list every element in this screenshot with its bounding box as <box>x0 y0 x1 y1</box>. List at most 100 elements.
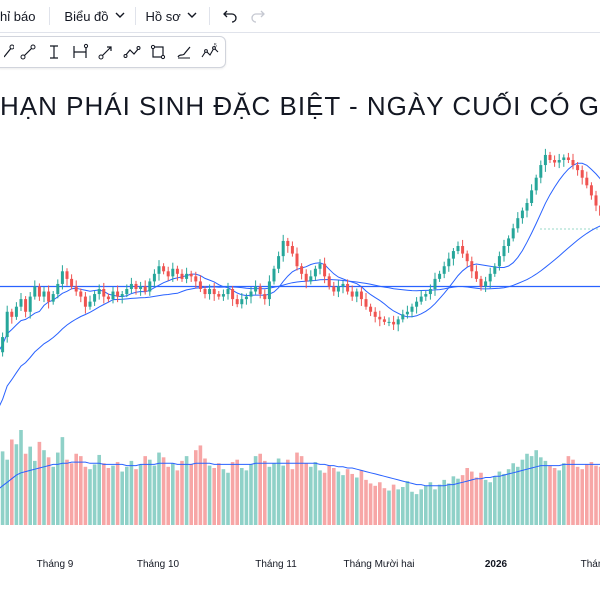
candle-body <box>148 281 152 292</box>
volume-bar <box>598 466 600 525</box>
candle-body <box>387 321 391 323</box>
volume-bar <box>401 487 405 525</box>
volume-bar <box>272 463 276 525</box>
volume-bar <box>520 459 525 525</box>
undo-button[interactable] <box>216 2 244 30</box>
candle-body <box>295 253 299 267</box>
volume-bar <box>313 462 318 525</box>
volume-bar <box>65 459 69 525</box>
vertical-line-tool[interactable] <box>41 39 67 65</box>
candle-body <box>461 246 465 254</box>
arrow-tool[interactable] <box>93 39 119 65</box>
brush-tool[interactable] <box>171 39 197 65</box>
candle-body <box>194 276 198 282</box>
volume-bar <box>470 471 474 525</box>
volume-bar <box>299 456 304 525</box>
candle-body <box>511 228 515 239</box>
candle-body <box>304 273 308 282</box>
candle-body <box>548 154 552 160</box>
candle-body <box>327 276 331 287</box>
volume-bar <box>5 459 9 525</box>
text-cursor-icon <box>50 45 58 59</box>
candle-body <box>332 286 336 292</box>
volume-bar <box>548 465 552 525</box>
candle-body <box>530 190 534 203</box>
volume-bar <box>506 469 511 525</box>
range-tool[interactable] <box>67 39 93 65</box>
volume-bar <box>345 469 350 525</box>
volume-bar <box>180 460 184 525</box>
volume-bar <box>23 453 28 525</box>
candle-body <box>281 240 285 257</box>
volume-bar <box>396 489 400 525</box>
candle-body <box>470 261 474 272</box>
candle-body <box>51 294 55 302</box>
volume-bar <box>230 462 235 525</box>
volume-bar <box>456 478 460 525</box>
volume-bar <box>410 491 414 525</box>
volume-bar <box>336 471 341 525</box>
volume-bar <box>198 445 203 525</box>
volume-bar <box>189 464 193 525</box>
path-tool[interactable] <box>119 39 145 65</box>
volume-bar <box>497 471 502 525</box>
ray-tool[interactable] <box>15 39 41 65</box>
trend-line-tool[interactable] <box>3 39 15 65</box>
volume-bar <box>120 471 124 525</box>
volume-bar <box>217 463 221 525</box>
volume-bar <box>529 456 534 525</box>
volume-bar <box>414 494 419 525</box>
volume-bar <box>166 466 170 525</box>
price-chart[interactable] <box>0 130 600 555</box>
candle-body <box>240 299 244 305</box>
rectangle-tool[interactable] <box>145 39 171 65</box>
profile-menu-button[interactable]: Hồ sơ <box>140 0 203 32</box>
volume-bar <box>327 465 331 525</box>
undo-icon <box>222 10 237 23</box>
volume-bar <box>14 444 19 525</box>
candle-body <box>309 276 313 282</box>
wave-tool[interactable]: 5 <box>197 39 223 65</box>
volume-bar <box>566 456 571 525</box>
candle-body <box>566 157 570 160</box>
candle-body <box>520 210 524 219</box>
candle-body <box>65 271 69 279</box>
candle-body <box>185 273 189 279</box>
volume-bar <box>207 465 212 525</box>
candle-body <box>474 271 478 279</box>
candle-body <box>589 185 593 196</box>
path-icon <box>123 46 141 58</box>
volume-bar <box>534 450 538 525</box>
candle-body <box>456 246 460 252</box>
volume-bar <box>10 439 14 525</box>
candle-body <box>543 154 547 166</box>
candle-body <box>263 294 267 300</box>
volume-bar <box>28 446 32 525</box>
redo-button[interactable] <box>244 2 272 30</box>
volume-bar <box>295 452 299 525</box>
volume-bar <box>419 489 423 525</box>
candle-body <box>396 319 400 325</box>
candle-body <box>369 306 373 312</box>
volume-bar <box>46 457 51 525</box>
volume-bar <box>19 430 23 525</box>
chart-menu-button[interactable]: Biểu đồ <box>58 0 130 32</box>
volume-bar <box>479 472 483 525</box>
candle-body <box>410 306 414 312</box>
candle-body <box>125 289 129 295</box>
volume-bar <box>511 463 515 525</box>
toolbar-divider <box>134 7 136 25</box>
volume-bar <box>263 460 267 525</box>
candle-body <box>442 266 446 274</box>
volume-bar <box>157 452 161 525</box>
indicators-button[interactable]: hỉ báo <box>0 0 41 32</box>
candle-body <box>88 301 92 307</box>
candle-body <box>258 286 262 295</box>
volume-bar <box>424 485 428 525</box>
candle-body <box>465 253 469 262</box>
volume-bar <box>474 477 479 525</box>
candle-body <box>433 278 437 289</box>
volume-bar <box>382 488 387 525</box>
candle-body <box>189 273 193 277</box>
volume-bar <box>359 470 364 525</box>
